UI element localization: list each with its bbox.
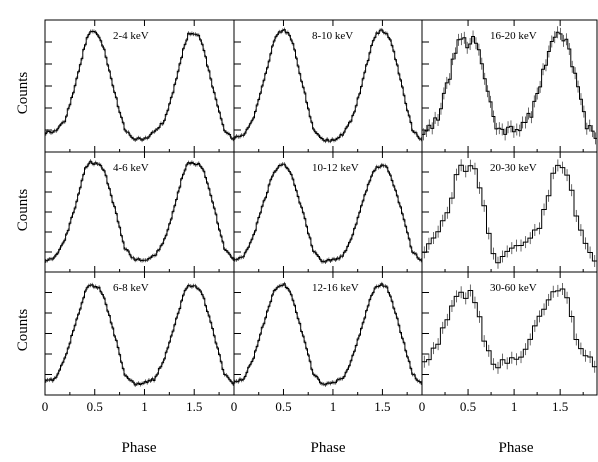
panel-20-30-kev: 20-30 keV <box>421 151 598 273</box>
panel-energy-label: 8-10 keV <box>312 30 353 42</box>
pulse-profile-curve <box>45 160 234 262</box>
panel-8-10-kev: 8-10 keV <box>233 19 423 153</box>
x-axis-label-col-3: Phase <box>499 440 534 456</box>
panels-layer: 2-4 keV 8-10 keV 16-20 keV 4-6 keV 10-12 keV… <box>42 19 598 414</box>
pulse-profile-curve <box>422 288 597 369</box>
panel-energy-label: 30-60 keV <box>490 282 537 294</box>
x-axis-label-col-2: Phase <box>311 440 346 456</box>
y-axis-label-row-3: Counts <box>15 309 31 352</box>
x-tick-label: 0.5 <box>460 399 476 414</box>
panel-energy-label: 4-6 keV <box>113 162 149 174</box>
panel-energy-label: 10-12 keV <box>312 162 359 174</box>
pulse-profile-curve <box>422 164 597 264</box>
pulse-profile-curve <box>234 29 422 142</box>
x-tick-label: 1 <box>141 399 148 414</box>
pulse-profile-curve <box>45 284 234 386</box>
x-tick-label: 1 <box>511 399 518 414</box>
panel-energy-label: 6-8 keV <box>113 282 149 294</box>
panel-energy-label: 16-20 keV <box>490 30 537 42</box>
panel-2-4-kev: 2-4 keV <box>44 19 235 153</box>
panel-12-16-kev: 12-16 keV 0 0.5 1 1.5 <box>231 271 423 414</box>
panel-energy-label: 12-16 keV <box>312 282 359 294</box>
pulse-profile-curve <box>234 163 422 263</box>
x-tick-label: 1.5 <box>552 399 568 414</box>
y-axis-label-row-2: Counts <box>15 189 31 232</box>
pulse-profile-curve <box>234 283 422 386</box>
axes-labels: Counts Counts Counts Phase Phase Phase <box>15 72 534 456</box>
panel-energy-label: 2-4 keV <box>113 30 149 42</box>
x-tick-label: 0 <box>231 399 238 414</box>
panel-10-12-kev: 10-12 keV <box>233 151 423 273</box>
panel-6-8-kev: 6-8 keV 0 0.5 1 1.5 <box>42 271 235 414</box>
x-tick-label: 1.5 <box>186 399 202 414</box>
panel-4-6-kev: 4-6 keV <box>44 151 235 273</box>
x-tick-label: 0 <box>419 399 426 414</box>
panel-30-60-kev: 30-60 keV 0 0.5 1 1.5 <box>419 271 598 414</box>
panel-16-20-kev: 16-20 keV <box>421 19 598 153</box>
x-tick-label: 1.5 <box>374 399 390 414</box>
x-axis-label-col-1: Phase <box>122 440 157 456</box>
x-tick-label: 1 <box>330 399 337 414</box>
x-tick-label: 0 <box>42 399 49 414</box>
x-tick-label: 0.5 <box>87 399 103 414</box>
pulse-profile-curve <box>45 30 234 141</box>
pulse-profile-curve <box>422 31 597 139</box>
panel-energy-label: 20-30 keV <box>490 162 537 174</box>
y-axis-label-row-1: Counts <box>15 72 31 115</box>
x-tick-label: 0.5 <box>275 399 291 414</box>
